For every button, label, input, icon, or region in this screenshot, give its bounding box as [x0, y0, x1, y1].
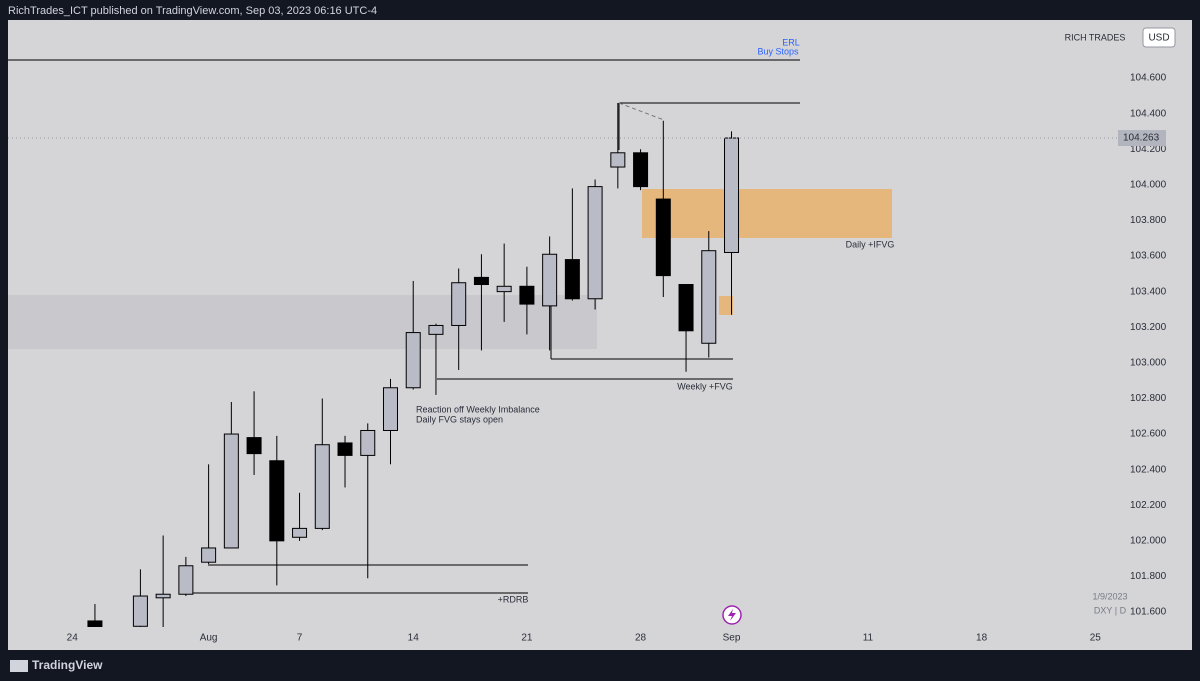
- y-tick-label: 102.600: [1130, 429, 1167, 440]
- x-tick-label: 18: [976, 633, 988, 644]
- x-tick-label: 28: [635, 633, 647, 644]
- y-tick-label: 101.600: [1130, 607, 1167, 618]
- candle-body: [610, 152, 626, 168]
- last-price-box: [1118, 130, 1166, 147]
- x-tick-label: 25: [1090, 633, 1102, 644]
- y-tick-label: 103.600: [1130, 251, 1167, 262]
- candle-body: [496, 285, 512, 293]
- annotation: Reaction off Weekly Imbalance: [416, 404, 540, 414]
- date-label: 1/9/2023: [1092, 591, 1127, 601]
- candle-body: [132, 595, 148, 627]
- candle-body: [178, 565, 194, 595]
- footer-brand: TradingView: [32, 658, 103, 672]
- candle-body: [678, 284, 694, 332]
- y-tick-label: 103.200: [1130, 322, 1167, 333]
- candle-body: [292, 527, 308, 538]
- symbol-label: DXY | D: [1094, 605, 1127, 615]
- drawings: [8, 59, 892, 594]
- fvg-zone: [719, 296, 733, 315]
- candle-body: [451, 282, 467, 326]
- y-tick-label: 103.800: [1130, 215, 1167, 226]
- candle-body: [701, 250, 717, 344]
- x-tick-label: 11: [863, 633, 874, 644]
- x-tick-label: 7: [297, 633, 303, 644]
- candles: [87, 102, 740, 627]
- annotation: +RDRB: [498, 594, 529, 604]
- candle-body: [155, 593, 171, 599]
- annotation: ERL: [782, 37, 800, 47]
- candle-body: [428, 324, 444, 335]
- candle-body: [473, 276, 489, 286]
- candle-body: [633, 152, 649, 188]
- x-tick-label: 21: [521, 633, 533, 644]
- y-tick-label: 104.600: [1130, 73, 1167, 84]
- candle-body: [246, 437, 262, 455]
- y-tick-label: 101.800: [1130, 571, 1167, 582]
- y-tick-label: 102.000: [1130, 535, 1167, 546]
- weekly-imbalance-zone: [8, 295, 597, 349]
- footer-logo: [10, 660, 28, 672]
- ifvg-zone: [642, 189, 892, 238]
- brand: RICH TRADES: [1065, 32, 1126, 42]
- y-tick-label: 102.400: [1130, 464, 1167, 475]
- candle-body: [337, 442, 353, 456]
- x-tick-label: 24: [67, 633, 79, 644]
- currency-button[interactable]: [1142, 27, 1176, 48]
- candle-body: [314, 444, 330, 529]
- currency[interactable]: USD: [1148, 33, 1169, 44]
- annotation: Daily FVG stays open: [416, 414, 503, 424]
- candle-body: [223, 433, 239, 549]
- x-tick-label: Aug: [200, 633, 218, 644]
- x-tick-label: Sep: [723, 633, 741, 644]
- candle-body: [655, 198, 671, 277]
- candle-body: [519, 285, 535, 305]
- candle-body: [360, 429, 376, 456]
- y-tick-label: 104.400: [1130, 108, 1167, 119]
- y-tick-label: 104.000: [1130, 179, 1167, 190]
- y-tick-label: 102.800: [1130, 393, 1167, 404]
- candle-body: [201, 547, 217, 563]
- x-tick-label: 14: [408, 633, 420, 644]
- annotation: Daily +IFVG: [846, 239, 895, 249]
- candle-body: [405, 332, 421, 389]
- event-icon-bolt: [728, 609, 736, 621]
- candle-body: [382, 387, 398, 431]
- y-tick-label: 104.200: [1130, 144, 1167, 155]
- candle-body: [724, 137, 740, 253]
- candle-body: [87, 620, 103, 627]
- candle-body: [587, 186, 603, 300]
- y-tick-label: 103.000: [1130, 357, 1167, 368]
- last-price-label: 104.263: [1123, 133, 1160, 144]
- header-title: RichTrades_ICT published on TradingView.…: [8, 5, 377, 17]
- annotation: Buy Stops: [757, 46, 799, 56]
- candle-body: [542, 253, 558, 307]
- trend-line: [618, 102, 665, 121]
- candle-body: [564, 259, 580, 300]
- annotation: Weekly +FVG: [677, 381, 733, 391]
- y-tick-label: 103.400: [1130, 286, 1167, 297]
- y-tick-label: 102.200: [1130, 500, 1167, 511]
- candle-body: [269, 460, 285, 542]
